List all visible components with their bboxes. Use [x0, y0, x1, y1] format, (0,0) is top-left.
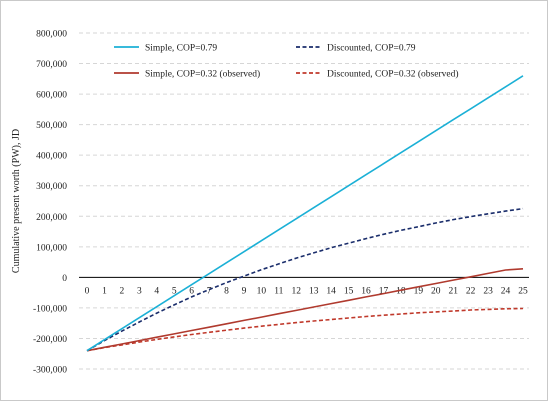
legend-label-discounted-079: Discounted, COP=0.79: [327, 44, 416, 54]
x-tick-label: 1: [102, 286, 107, 296]
x-tick-label: 13: [309, 286, 319, 296]
series-line-4: [86, 307, 524, 352]
y-tick-label: 600,000: [36, 91, 67, 101]
y-tick-label: -200,000: [33, 335, 67, 345]
x-tick-label: 11: [274, 286, 283, 296]
y-tick-label: 100,000: [36, 243, 67, 253]
x-tick-label: 24: [501, 286, 511, 296]
y-tick-label: 200,000: [36, 213, 67, 223]
x-tick-label: 20: [431, 286, 441, 296]
x-tick-label: 19: [414, 286, 424, 296]
x-tick-label: 12: [292, 286, 302, 296]
x-tick-label: 7: [207, 286, 212, 296]
gridlines: [79, 32, 529, 370]
x-tick-label: 4: [154, 286, 159, 296]
legend-label-simple-032: Simple, COP=0.32 (observed): [145, 69, 260, 80]
x-tick-label: 6: [189, 286, 194, 296]
series-line-3: [86, 268, 524, 352]
x-tick-label: 22: [466, 286, 476, 296]
x-tick-label: 16: [361, 286, 371, 296]
legend: Simple, COP=0.79 Discounted, COP=0.79 Si…: [114, 44, 458, 80]
series-line-1: [86, 75, 524, 352]
y-tick-label: 400,000: [36, 152, 67, 162]
x-tick-label: 0: [85, 286, 90, 296]
x-tick-label: 25: [518, 286, 528, 296]
x-tick-label: 15: [344, 286, 354, 296]
y-tick-label: -100,000: [33, 304, 67, 314]
y-axis-title: Cumulative present worth (PW), JD: [11, 129, 22, 273]
y-tick-label: -300,000: [33, 366, 67, 376]
x-tick-label: 23: [483, 286, 493, 296]
y-tick-labels: -300,000 -200,000 -100,000 0 100,000 200,000 3…: [33, 30, 67, 376]
x-tick-label: 14: [326, 286, 336, 296]
legend-label-discounted-032: Discounted, COP=0.32 (observed): [327, 69, 458, 80]
x-tick-label: 17: [379, 286, 389, 296]
x-tick-label: 21: [448, 286, 458, 296]
y-tick-label: 700,000: [36, 60, 67, 70]
x-tick-label: 3: [137, 286, 142, 296]
x-tick-label: 18: [396, 286, 406, 296]
x-tick-label: 8: [224, 286, 229, 296]
x-tick-label: 10: [257, 286, 267, 296]
x-axis: 0 1 2 3 4 5 6 7 8 9 10 11 12 13 14 15 16 17 18 19 20 21 22 23 24…: [79, 276, 529, 296]
x-tick-label: 5: [172, 286, 177, 296]
legend-label-simple-079: Simple, COP=0.79: [145, 44, 217, 54]
y-tick-label: 300,000: [36, 182, 67, 192]
y-tick-label: 0: [62, 274, 67, 284]
y-tick-label: 500,000: [36, 121, 67, 131]
y-tick-label: 800,000: [36, 30, 67, 40]
series-lines: [86, 75, 524, 352]
x-tick-label: 2: [120, 286, 125, 296]
x-tick-label: 9: [242, 286, 247, 296]
